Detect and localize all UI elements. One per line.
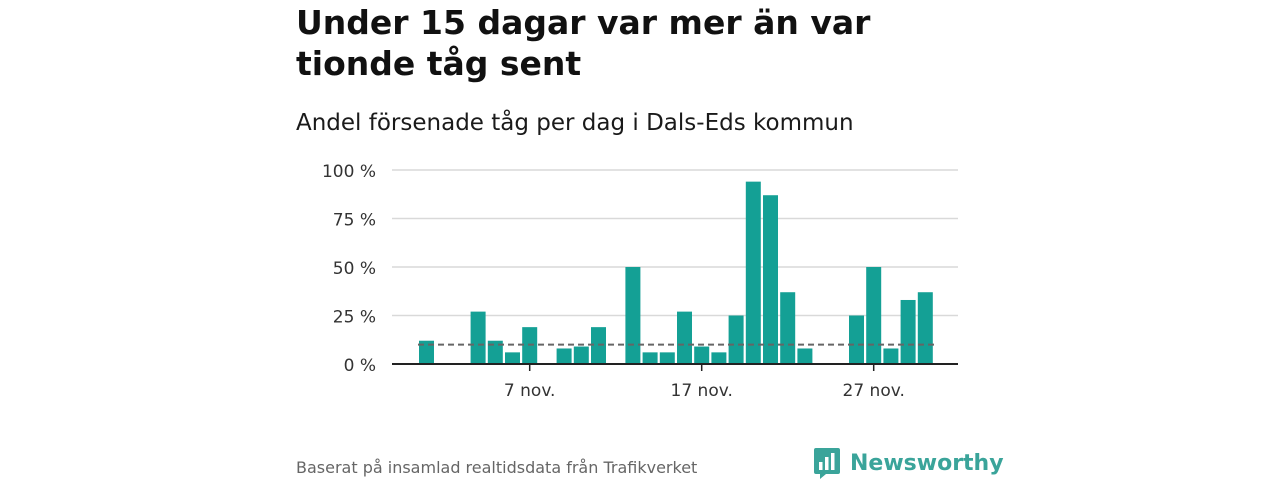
bar — [849, 315, 864, 364]
x-tick-label: 7 nov. — [504, 381, 556, 401]
x-axis-tick-labels: 7 nov. 17 nov. 27 nov. — [504, 381, 905, 401]
y-tick-label: 25 % — [333, 308, 376, 328]
bar — [900, 299, 916, 364]
bar — [917, 292, 933, 364]
bar — [642, 352, 658, 364]
bar — [556, 348, 572, 364]
y-tick-label: 100 % — [322, 162, 376, 182]
bar — [866, 267, 882, 364]
chart-title: Under 15 dagar var mer än var tionde tåg… — [296, 3, 871, 83]
brand-name: Newsworthy — [850, 450, 1004, 476]
y-tick-label: 50 % — [333, 259, 376, 279]
bar — [763, 195, 778, 364]
bar — [797, 348, 813, 364]
x-tick-label: 27 nov. — [843, 381, 905, 401]
bar — [419, 340, 434, 364]
bars — [419, 181, 933, 364]
bar — [745, 181, 761, 364]
source-note: Baserat på insamlad realtidsdata från Tr… — [296, 458, 698, 477]
y-tick-label: 75 % — [333, 211, 376, 231]
bar — [573, 346, 589, 364]
brand-logo[interactable]: Newsworthy — [814, 446, 1004, 480]
bar-chart-speech-bubble-icon — [814, 448, 840, 479]
bar — [694, 346, 710, 364]
bar — [505, 352, 520, 364]
bar — [487, 340, 503, 364]
y-tick-label: 0 % — [344, 356, 376, 376]
bar — [470, 311, 486, 364]
chart-subtitle: Andel försenade tåg per dag i Dals-Eds k… — [296, 110, 854, 136]
bar — [677, 311, 692, 364]
y-axis-tick-labels: 0 % 25 % 50 % 75 % 100 % — [322, 162, 376, 376]
bar — [659, 352, 675, 364]
bar — [625, 267, 641, 364]
bar — [780, 292, 796, 364]
x-axis — [392, 363, 958, 371]
x-tick-label: 17 nov. — [671, 381, 733, 401]
bar — [728, 315, 744, 364]
bar — [883, 348, 899, 364]
bar — [711, 352, 727, 364]
